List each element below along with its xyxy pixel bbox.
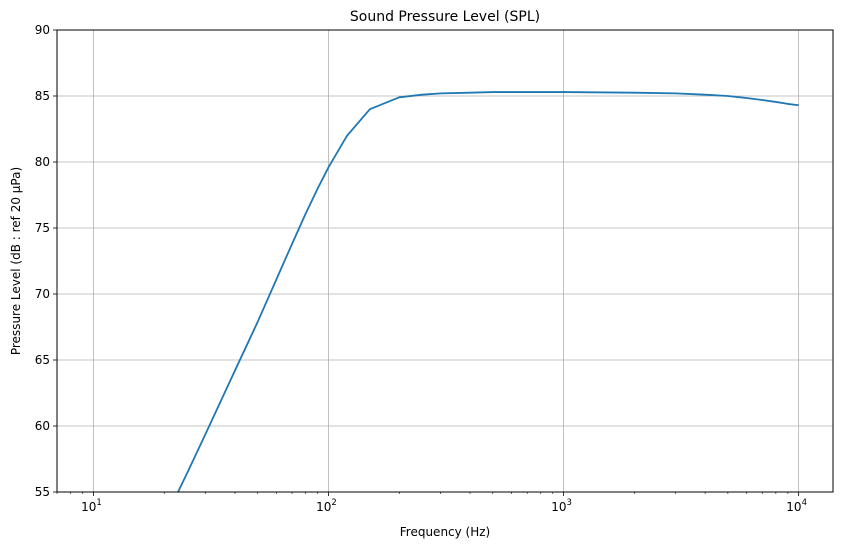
y-tick-label: 65 [35, 353, 50, 367]
x-axis-label: Frequency (Hz) [400, 525, 491, 539]
y-tick-label: 70 [35, 287, 50, 301]
y-axis-label: Pressure Level (dB : ref 20 µPa) [9, 167, 23, 355]
chart-title: Sound Pressure Level (SPL) [350, 9, 540, 25]
y-tick-label: 90 [35, 23, 50, 37]
spl-series-line [177, 91, 799, 493]
x-tick-label: 102 [316, 498, 337, 514]
y-tick-label: 85 [35, 89, 50, 103]
y-tick-label: 80 [35, 155, 50, 169]
plot-frame [56, 29, 834, 493]
x-tick-label: 101 [81, 498, 102, 514]
y-tick-label: 55 [35, 485, 50, 499]
x-tick-label: 104 [786, 498, 807, 514]
data-series [177, 91, 799, 493]
x-tick-label: 103 [551, 498, 572, 514]
y-tick-label: 60 [35, 419, 50, 433]
y-tick-label: 75 [35, 221, 50, 235]
axis-ticks: 101 102 103 104 55 60 65 70 75 80 85 90 [35, 23, 807, 514]
